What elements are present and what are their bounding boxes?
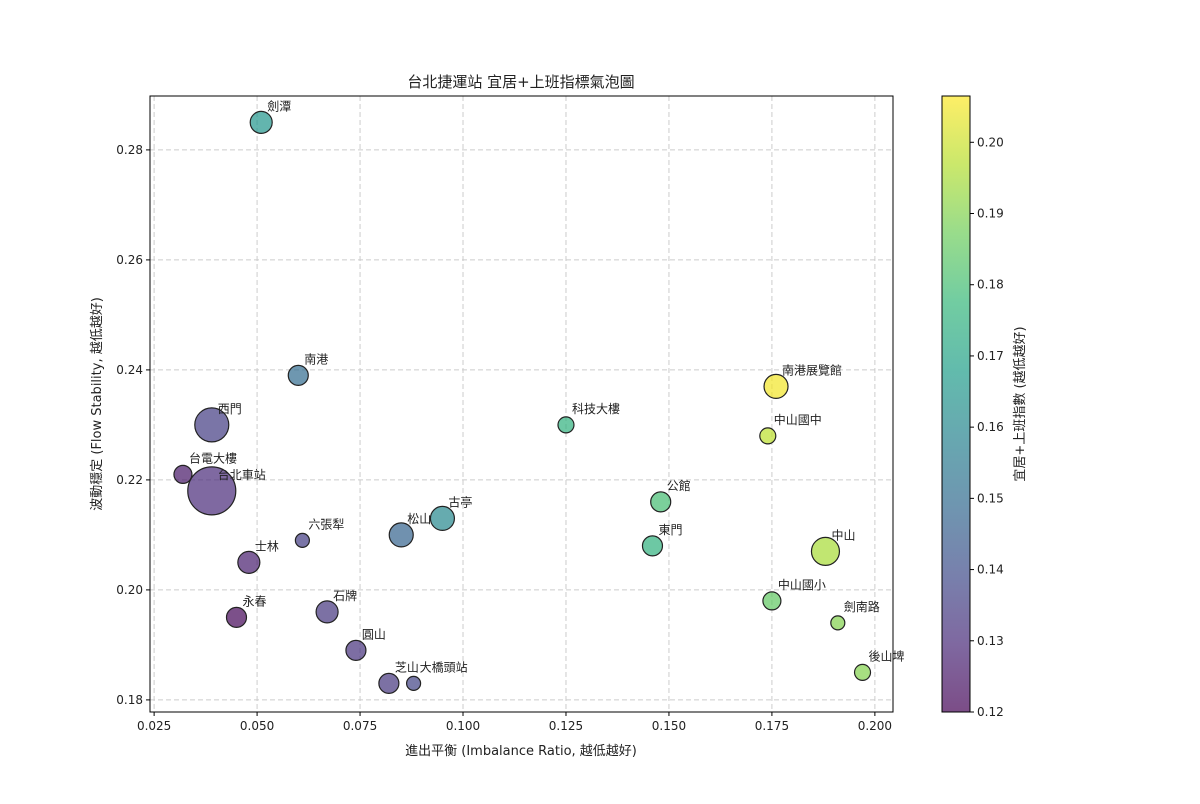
bubble-古亭 <box>429 505 456 532</box>
bubble-label: 東門 <box>658 523 682 537</box>
x-tick-label: 0.150 <box>652 719 686 733</box>
bubble-label: 圓山 <box>362 627 386 641</box>
bubble-中山 <box>810 536 841 567</box>
bubble-label: 六張犁 <box>308 517 344 531</box>
bubble-label: 南港 <box>304 351 328 366</box>
bubble-松山 <box>388 522 414 548</box>
colorbar-tick-label: 0.19 <box>977 207 1004 221</box>
bubble-label: 永春 <box>242 594 266 608</box>
colorbar-tick-label: 0.17 <box>977 349 1004 363</box>
x-tick-label: 0.175 <box>755 719 789 733</box>
bubble-label: 台電大樓 <box>189 450 237 465</box>
bubble-圓山 <box>345 639 367 662</box>
bubble-南港 <box>287 364 309 386</box>
bubble-label: 中山 <box>831 527 855 542</box>
colorbar-tick-label: 0.15 <box>977 491 1004 505</box>
bubble-科技大樓 <box>557 416 575 434</box>
bubble-台電大樓 <box>173 464 193 484</box>
bubble-後山埤 <box>853 663 872 682</box>
colorbar-tick-label: 0.12 <box>977 705 1004 719</box>
colorbar-label: 宜居+上班指數 (越低越好) <box>1013 326 1028 481</box>
bubble-label: 劍南路 <box>844 599 880 614</box>
chart-title: 台北捷運站 宜居+上班指標氣泡圖 <box>407 73 634 91</box>
bubble-石牌 <box>315 600 339 624</box>
x-tick-label: 0.050 <box>240 719 274 733</box>
bubble-中山國小 <box>762 591 782 611</box>
y-axis: 0.18 0.20 0.22 0.24 0.26 0.28 <box>116 143 150 707</box>
bubble-label: 劍潭 <box>267 98 291 113</box>
bubble-南港展覽館 <box>763 373 789 399</box>
colorbar <box>941 95 971 713</box>
bubble-label: 台北車站 <box>218 467 266 482</box>
colorbar-tick-label: 0.20 <box>977 135 1004 149</box>
colorbar-tick-label: 0.16 <box>977 420 1004 434</box>
bubble-label: 芝山 <box>395 659 419 674</box>
bubble-中山國中 <box>759 427 777 445</box>
bubble-公館 <box>650 491 672 513</box>
plot-frame <box>149 95 894 713</box>
bubble-label: 公館 <box>667 478 691 493</box>
bubble-永春 <box>225 606 248 629</box>
bubble-六張犁 <box>294 532 310 549</box>
x-tick-label: 0.125 <box>549 719 583 733</box>
bubble-label: 松山 <box>407 512 431 526</box>
colorbar-ticks: 0.12 0.13 0.14 0.15 0.16 0.17 0.18 0.19 0.20 <box>970 135 1004 719</box>
y-axis-label: 波動穩定 (Flow Stability, 越低越好) <box>90 297 105 511</box>
bubble-label: 古亭 <box>448 494 472 509</box>
bubble-label: 南港展覽館 <box>782 362 842 377</box>
bubble-label: 大橋頭站 <box>420 660 468 674</box>
bubble-label: 西門 <box>218 402 242 416</box>
colorbar-tick-label: 0.13 <box>977 634 1004 648</box>
bubble-芝山 <box>378 672 400 695</box>
x-tick-label: 0.025 <box>137 719 171 733</box>
x-tick-label: 0.075 <box>343 719 377 733</box>
bubble-label: 石牌 <box>333 589 357 603</box>
colorbar-tick-label: 0.18 <box>977 278 1004 292</box>
bubble-label: 中山國小 <box>778 577 826 592</box>
grid <box>150 96 893 712</box>
y-tick-label: 0.18 <box>116 693 143 707</box>
y-tick-label: 0.26 <box>116 253 143 267</box>
bubble-label: 中山國中 <box>774 412 822 427</box>
bubble-label: 科技大樓 <box>572 401 620 416</box>
bubble-台北車站 <box>187 466 237 516</box>
bubble-label: 後山埤 <box>869 649 905 663</box>
bubble-劍南路 <box>830 615 846 631</box>
bubble-大橋頭站 <box>405 675 422 692</box>
x-tick-label: 0.200 <box>858 719 892 733</box>
x-axis-label: 進出平衡 (Imbalance Ratio, 越低越好) <box>405 744 637 759</box>
bubble-士林 <box>237 550 261 575</box>
x-axis: 0.025 0.050 0.075 0.100 0.125 0.150 0.175 0.200 <box>137 712 892 733</box>
y-tick-label: 0.20 <box>116 583 143 597</box>
bubble-劍潭 <box>249 110 273 135</box>
colorbar-tick-label: 0.14 <box>977 563 1004 577</box>
y-tick-label: 0.28 <box>116 143 143 157</box>
y-tick-label: 0.24 <box>116 363 143 377</box>
x-tick-label: 0.100 <box>446 719 480 733</box>
bubble-東門 <box>641 535 664 557</box>
bubble-label: 士林 <box>255 539 279 553</box>
bubble-西門 <box>194 407 230 443</box>
y-tick-label: 0.22 <box>116 473 143 487</box>
